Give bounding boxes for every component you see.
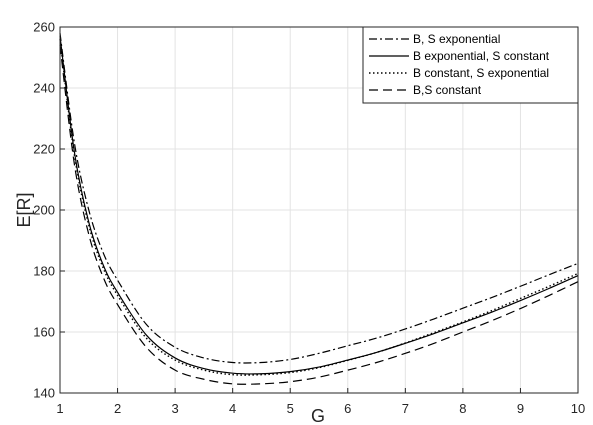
y-tick-label: 240 [33,81,55,96]
x-tick-label: 4 [229,401,236,416]
y-tick-label: 140 [33,386,55,401]
x-tick-label: 3 [171,401,178,416]
legend: B, S exponential B exponential, S constan… [362,26,579,104]
y-axis-ticks: 140 160 180 200 220 240 260 [33,20,65,401]
y-axis-label: E[R] [14,192,34,227]
legend-entry-label: B,S constant [413,83,482,97]
x-tick-label: 6 [344,401,351,416]
y-tick-label: 180 [33,264,55,279]
x-tick-label: 9 [517,401,524,416]
series-line-b-exponential-s-constant [59,36,579,375]
series-line-b-s-exponential [59,33,579,364]
legend-entry-label: B constant, S exponential [413,66,549,80]
y-tick-label: 160 [33,325,55,340]
y-tick-label: 220 [33,142,55,157]
legend-entry-label: B, S exponential [413,32,500,46]
x-tick-label: 8 [459,401,466,416]
legend-entry-label: B exponential, S constant [413,49,550,63]
x-tick-label: 5 [287,401,294,416]
x-axis-label: G [311,406,325,425]
series-layer [59,33,579,385]
x-tick-label: 2 [114,401,121,416]
x-axis-ticks: 1 2 3 4 5 6 7 8 9 10 [56,388,585,416]
y-tick-label: 260 [33,20,55,35]
x-tick-label: 7 [402,401,409,416]
x-tick-label: 10 [571,401,585,416]
y-tick-label: 200 [33,203,55,218]
x-tick-label: 1 [56,401,63,416]
series-line-b-s-constant [59,45,579,385]
